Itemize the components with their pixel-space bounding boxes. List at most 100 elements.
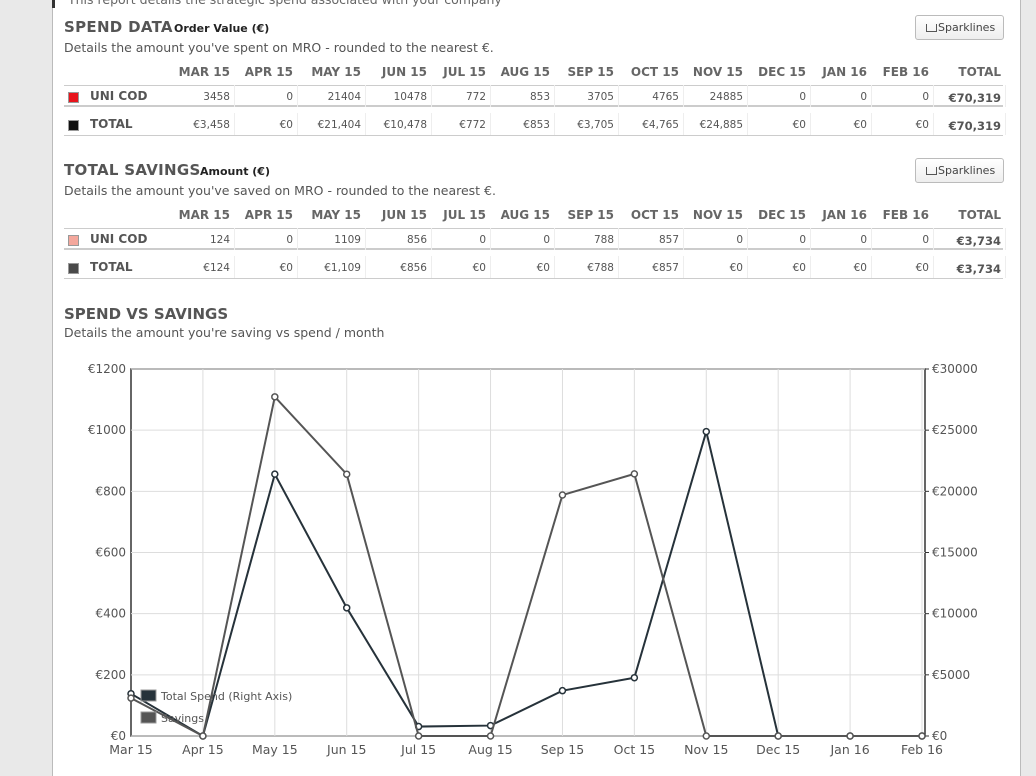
table-cell: 4765 [652,91,679,103]
cell-divider [365,113,366,135]
table-cell: 124 [209,234,230,246]
data-point [774,732,782,740]
cell-divider [871,85,872,107]
data-point [342,604,351,612]
row-swatch [68,120,79,131]
data-point [558,686,567,695]
cell-divider [297,85,298,107]
chart-icon [926,167,937,175]
column-header: SEP 15 [567,65,614,79]
x-tick-label: Jul 15 [400,742,436,757]
table-cell: €0 [853,119,867,131]
table-subtitle: Amount (€) [200,165,270,178]
column-header: TOTAL [958,65,1001,79]
column-header: MAR 15 [178,65,230,79]
table-cell: €10,478 [383,119,427,131]
data-point [630,673,639,682]
cell-divider [747,113,748,135]
cell-divider [1005,256,1006,278]
data-point [630,470,639,478]
y-tick-label: €400 [95,607,126,621]
row-label: TOTAL [90,260,133,274]
y-tick-label: €800 [95,484,126,498]
cell-divider [683,85,684,107]
row-label: UNI COD [90,89,148,103]
y2-tick-label: €25000 [932,423,978,437]
table-cell: €0 [792,262,806,274]
data-point [127,694,135,702]
cell-divider [431,256,432,278]
row-rule [64,135,1003,136]
y-tick-label: €200 [95,668,126,682]
column-header: OCT 15 [630,65,679,79]
table-cell: 3458 [203,91,230,103]
x-tick-label: Feb 16 [901,742,943,757]
table-cell: 1109 [334,234,361,246]
column-header: JUL 15 [443,65,486,79]
cell-divider [297,113,298,135]
y2-tick-label: €10000 [932,607,978,621]
x-tick-label: Oct 15 [614,742,656,757]
column-header: DEC 15 [758,208,806,222]
table-cell: €24,885 [699,119,743,131]
column-header: NOV 15 [692,65,743,79]
table-cell: €3,734 [956,262,1001,276]
cell-divider [554,256,555,278]
cell-divider [490,228,491,250]
cell-divider [297,228,298,250]
cell-divider [747,85,748,107]
cell-divider [554,85,555,107]
cell-divider [431,85,432,107]
cell-divider [933,85,934,107]
cell-divider [297,256,298,278]
y2-tick-label: €5000 [932,668,970,682]
cell-divider [810,85,811,107]
table-cell: €70,319 [948,91,1001,105]
table-cell: 788 [593,234,614,246]
table-cell: €772 [459,119,486,131]
table-cell: 0 [799,234,806,246]
cell-divider [234,113,235,135]
table-cell: 0 [860,91,867,103]
cell-divider [234,256,235,278]
row-rule [64,248,1003,250]
table-cell: 853 [529,91,550,103]
table-cell: 3705 [587,91,614,103]
column-header: MAY 15 [311,208,361,222]
table-cell: €3,734 [956,234,1001,248]
x-tick-label: Nov 15 [684,742,728,757]
chart-subtitle: Details the amount you're saving vs spen… [64,325,384,340]
data-point [486,732,495,740]
data-point [846,732,854,740]
table-cell: 21404 [327,91,361,103]
row-rule [64,278,1003,279]
table-cell: 0 [860,234,867,246]
cell-divider [1005,85,1006,107]
table-cell: €788 [587,262,614,274]
data-point [414,732,423,740]
column-header: JUN 15 [381,208,427,222]
sparklines-button[interactable]: Sparklines [915,158,1005,183]
column-header: JAN 16 [822,65,867,79]
x-tick-label: May 15 [252,742,298,757]
table-cell: €857 [652,262,679,274]
cell-divider [554,113,555,135]
header-text: This report details the strategic spend … [68,0,502,7]
data-point [271,470,279,478]
cell-divider [871,113,872,135]
table-description: Details the amount you've spent on MRO -… [64,40,494,55]
sparklines-button[interactable]: Sparklines [915,15,1005,40]
y-tick-label: €600 [95,546,126,560]
table-cell: €0 [792,119,806,131]
top-bar [52,0,55,8]
chart-title: SPEND VS SAVINGS [64,305,228,323]
x-tick-label: Sep 15 [541,742,584,757]
table-cell: 772 [465,91,486,103]
cell-divider [618,256,619,278]
column-header: AUG 15 [500,208,550,222]
data-point [702,732,711,740]
x-tick-label: Aug 15 [468,742,512,757]
table-cell: 0 [799,91,806,103]
cell-divider [618,228,619,250]
